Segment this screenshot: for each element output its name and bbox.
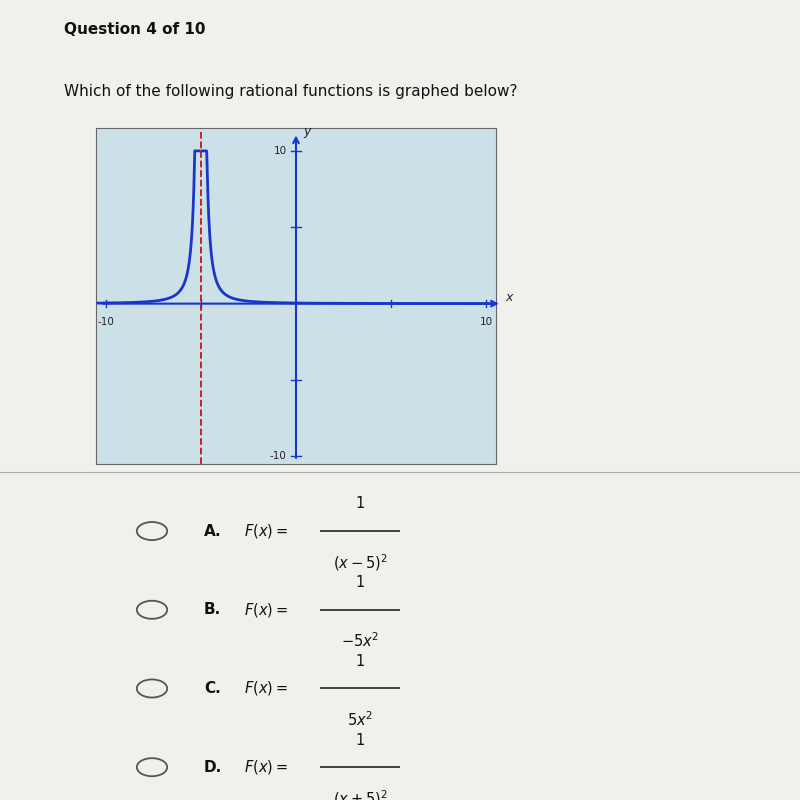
Text: 1: 1 <box>355 654 365 669</box>
Text: y: y <box>304 125 311 138</box>
Text: 1: 1 <box>355 496 365 511</box>
Text: $F(x) =$: $F(x) =$ <box>244 758 288 776</box>
Text: $(x - 5)^2$: $(x - 5)^2$ <box>333 552 387 573</box>
Text: 10: 10 <box>480 318 493 327</box>
Text: -10: -10 <box>97 318 114 327</box>
Text: A.: A. <box>204 523 222 538</box>
Text: $-5x^2$: $-5x^2$ <box>341 631 379 650</box>
Text: $F(x) =$: $F(x) =$ <box>244 522 288 540</box>
Text: $5x^2$: $5x^2$ <box>347 710 373 729</box>
Text: B.: B. <box>204 602 222 618</box>
Text: -10: -10 <box>270 451 286 462</box>
Text: Which of the following rational functions is graphed below?: Which of the following rational function… <box>64 83 518 98</box>
Text: C.: C. <box>204 681 221 696</box>
Text: $(x + 5)^2$: $(x + 5)^2$ <box>333 789 387 800</box>
Text: Question 4 of 10: Question 4 of 10 <box>64 22 206 37</box>
Text: 1: 1 <box>355 733 365 747</box>
Text: $F(x) =$: $F(x) =$ <box>244 601 288 618</box>
Text: D.: D. <box>204 760 222 774</box>
Text: 1: 1 <box>355 575 365 590</box>
Text: $F(x) =$: $F(x) =$ <box>244 679 288 698</box>
Text: x: x <box>506 291 513 304</box>
Text: 10: 10 <box>274 146 286 156</box>
